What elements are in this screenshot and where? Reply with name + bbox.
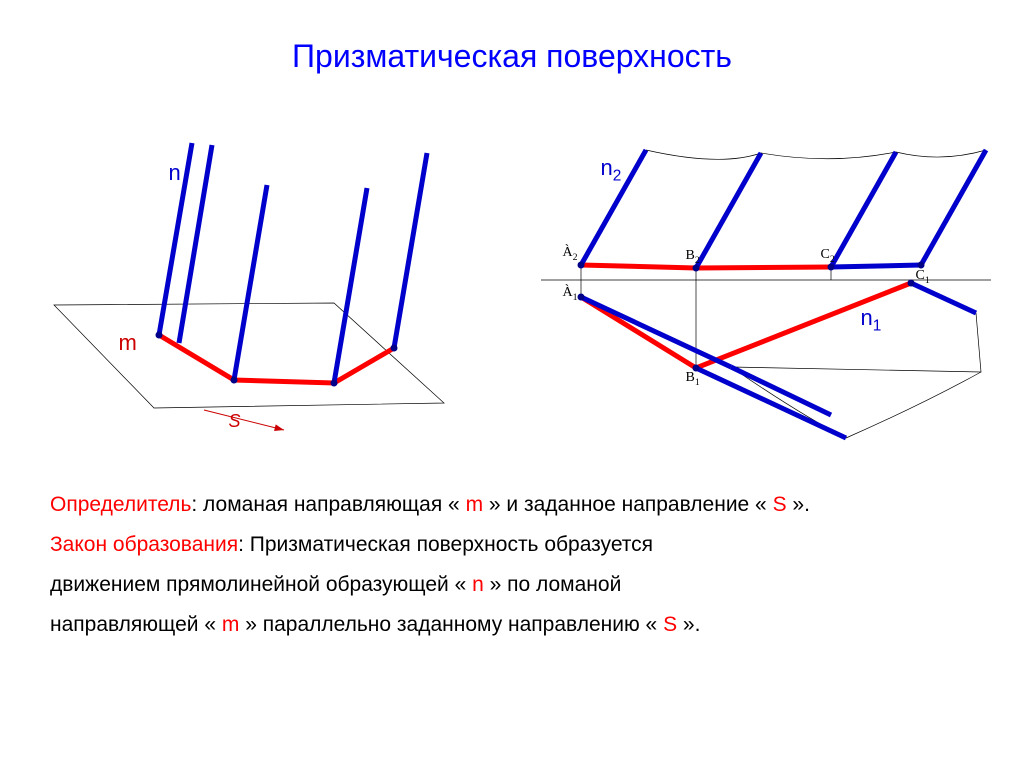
label-n2: n2: [601, 155, 622, 185]
top-curve: [646, 150, 986, 159]
label-a2: À2: [563, 245, 578, 263]
c2-edge: [831, 265, 921, 267]
diagram-right: n2 n1 À2 B2 C2 À1 B1 C1: [521, 105, 1001, 465]
label-c2: C2: [821, 247, 835, 265]
label-a1: À1: [563, 285, 578, 303]
blue-bot-lines: [581, 283, 976, 438]
label-n: n: [169, 160, 181, 186]
text-line-4: направляющей « m » параллельно заданному…: [50, 605, 974, 645]
page-title: Призматическая поверхность: [0, 0, 1024, 75]
text-line-3: движением прямолинейной образующей « n »…: [50, 565, 974, 605]
red-guide-m: [159, 335, 394, 383]
s-arrow-line: [204, 410, 284, 430]
description-text: Определитель: ломаная направляющая « m »…: [0, 465, 1024, 645]
text-line-1: Определитель: ломаная направляющая « m »…: [50, 485, 974, 525]
text-line-2: Закон образования: Призматическая поверх…: [50, 525, 974, 565]
red-top-line: [581, 265, 831, 268]
diagrams-container: n m S: [0, 105, 1024, 465]
label-c1: C1: [916, 268, 930, 286]
thin-bot-poly: [731, 313, 981, 372]
label-b2: B2: [686, 248, 700, 266]
label-s: S: [229, 411, 241, 432]
blue-generators: [159, 143, 427, 383]
blue-top-lines: [581, 150, 986, 268]
label-n1: n1: [861, 305, 882, 335]
left-svg: [24, 105, 474, 465]
label-b1: B1: [686, 370, 700, 388]
label-m: m: [119, 330, 137, 356]
diagram-left: n m S: [24, 105, 474, 465]
left-dots: [155, 332, 397, 387]
